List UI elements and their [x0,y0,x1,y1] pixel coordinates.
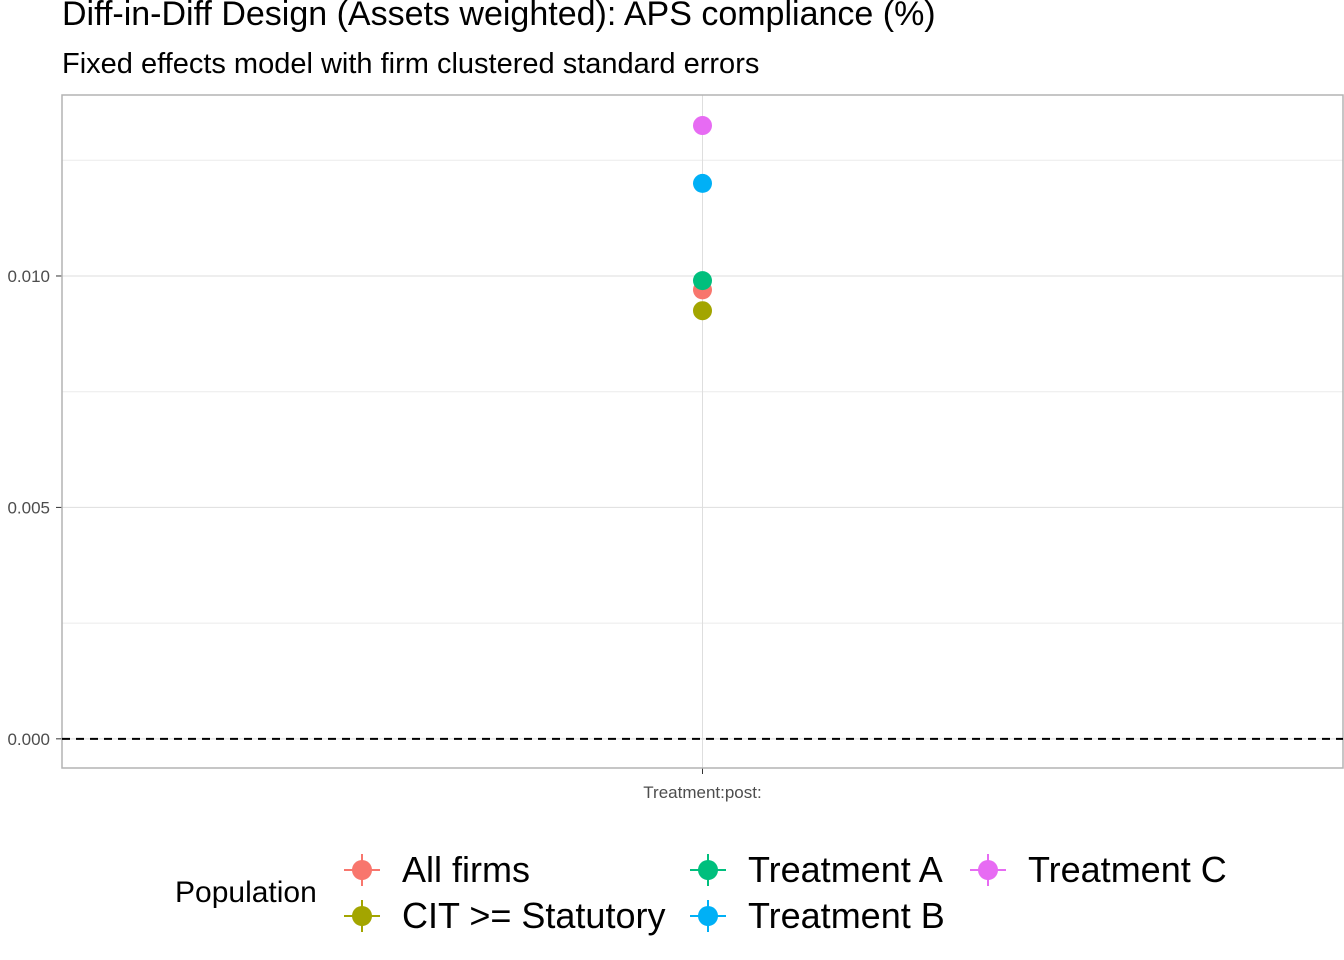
legend-key-icon [344,900,380,932]
legend-item-treatment-c: Treatment C [968,848,1227,892]
panel-border [61,94,1344,769]
y-tick-label: 0.010 [7,267,50,286]
point-cit-statutory [693,301,712,321]
legend-item-treatment-b: Treatment B [688,894,945,938]
point-treatment-a [693,271,712,291]
legend-item-cit-statutory: CIT >= Statutory [342,894,665,938]
legend-key-icon [690,854,726,886]
y-tick-label: 0.005 [7,498,50,517]
legend-key-icon [970,854,1006,886]
legend-key-icon [344,854,380,886]
x-tick-label: Treatment:post: [643,783,761,802]
legend-label: CIT >= Statutory [402,895,666,936]
legend-item-all-firms: All firms [342,848,530,892]
chart-subtitle: Fixed effects model with firm clustered … [62,48,760,80]
legend-label: Treatment B [748,895,945,936]
legend-item-treatment-a: Treatment A [688,848,943,892]
legend-label: All firms [402,849,530,890]
y-tick-label: 0.000 [7,730,50,749]
point-treatment-b [693,173,712,193]
legend-label: Treatment C [1028,849,1227,890]
legend-key-icon [690,900,726,932]
point-treatment-c [693,116,712,136]
legend-label: Treatment A [748,849,943,890]
chart-title: Diff-in-Diff Design (Assets weighted): A… [62,0,936,33]
legend-title: Population [175,876,317,909]
